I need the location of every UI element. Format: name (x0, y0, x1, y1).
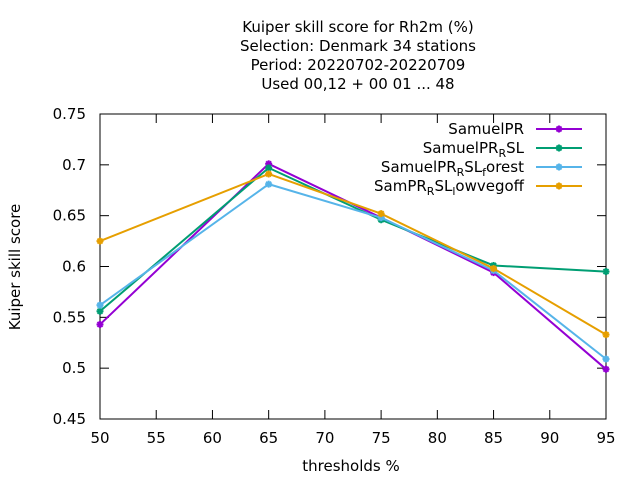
marker-d2 (96, 301, 104, 309)
y-tick-label: 0.75 (53, 105, 86, 123)
legend-marker (555, 144, 563, 152)
x-tick-label: 55 (147, 429, 166, 447)
marker-d2 (490, 265, 497, 272)
data-point (602, 331, 610, 339)
data-point (265, 180, 273, 188)
data-point (602, 365, 610, 373)
data-point (265, 170, 273, 178)
legend-marker (555, 125, 563, 133)
data-point (96, 307, 104, 315)
data-point (377, 210, 385, 218)
marker-d2 (602, 331, 610, 338)
data-point (490, 265, 498, 273)
marker-d2 (265, 170, 272, 178)
y-tick-label: 0.6 (62, 258, 86, 276)
marker-d2 (377, 210, 385, 217)
marker-d2 (555, 182, 563, 190)
marker-d2 (265, 164, 272, 172)
title-line-4: Used 00,12 + 00 01 ... 48 (261, 75, 454, 93)
y-tick-label: 0.5 (62, 359, 86, 377)
x-tick-label: 75 (372, 429, 391, 447)
marker-d2 (602, 355, 610, 363)
marker-d2 (265, 180, 272, 188)
legend-label-2: SamuelPRRSL (423, 139, 525, 160)
data-point (265, 164, 273, 172)
title-line-1: Kuiper skill score for Rh2m (%) (242, 18, 474, 36)
y-tick-label: 0.45 (53, 410, 86, 428)
y-tick-label: 0.55 (53, 308, 86, 326)
y-axis-label: Kuiper skill score (6, 204, 24, 331)
data-point (602, 355, 610, 363)
data-point (96, 301, 104, 309)
marker-d2 (555, 163, 563, 171)
axis-ticks: 50 55 60 65 70 75 80 85 90 95 0.45 0.5 0.55 0.6 0.65 0.… (53, 105, 616, 447)
marker-d2 (555, 144, 563, 152)
legend-label-3: SamuelPRRSLforest (381, 158, 524, 179)
marker-d2 (602, 365, 610, 373)
x-tick-label: 50 (90, 429, 109, 447)
chart-title: Kuiper skill score for Rh2m (%) Selectio… (240, 18, 476, 93)
data-point (602, 268, 610, 276)
x-tick-label: 65 (259, 429, 278, 447)
x-tick-label: 70 (315, 429, 334, 447)
data-point (96, 237, 104, 245)
marker-d2 (555, 125, 563, 133)
marker-d2 (602, 268, 610, 275)
series-line-4 (99, 172, 607, 336)
marker-d2 (96, 308, 104, 315)
x-tick-label: 95 (596, 429, 615, 447)
legend-label-4: SamPRRSLlowvegoff (374, 177, 525, 198)
data-series (96, 160, 610, 373)
x-tick-label: 85 (484, 429, 503, 447)
legend-marker (555, 163, 563, 171)
legend: SamuelPRSamuelPRRSLSamuelPRRSLforestSamP… (374, 120, 582, 198)
x-tick-label: 60 (203, 429, 222, 447)
title-line-2: Selection: Denmark 34 stations (240, 37, 476, 55)
legend-marker (555, 182, 563, 190)
legend-label-1: SamuelPR (448, 120, 524, 138)
data-point (96, 320, 104, 328)
x-tick-label: 80 (428, 429, 447, 447)
marker-d2 (96, 237, 104, 245)
marker-d2 (96, 321, 104, 328)
title-line-3: Period: 20220702-20220709 (251, 56, 466, 74)
x-tick-label: 90 (540, 429, 559, 447)
y-tick-label: 0.7 (62, 156, 86, 174)
y-tick-label: 0.65 (53, 207, 86, 225)
x-axis-label: thresholds % (302, 457, 399, 475)
